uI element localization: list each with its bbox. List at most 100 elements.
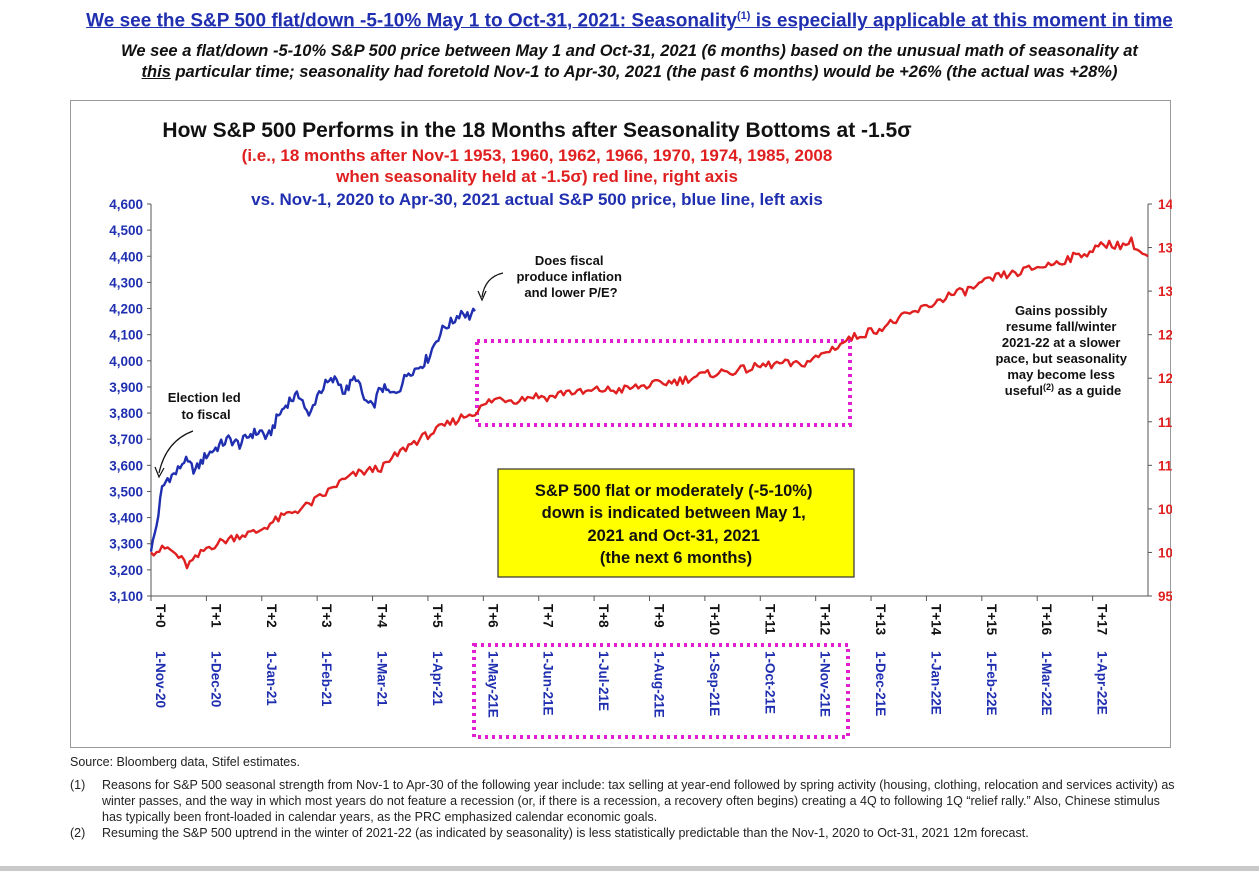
right-tick-label: 120 <box>1158 371 1172 386</box>
left-tick-label: 3,200 <box>109 563 143 578</box>
right-tick-label: 100 <box>1158 545 1172 560</box>
election-annotation-text: Election led to fiscal <box>168 390 245 422</box>
x-tick-label-t: T+2 <box>264 604 279 628</box>
yellow-callout-line: S&P 500 flat or moderately (-5-10%) <box>535 482 813 500</box>
x-tick-label-t: T+3 <box>319 604 334 628</box>
x-tick-label-t: T+16 <box>1039 604 1054 636</box>
gains-annotation-line: Gains possibly <box>1015 303 1108 318</box>
x-tick-label-date: 1-Dec-21E <box>873 651 888 716</box>
chart-subtitle-3: vs. Nov-1, 2020 to Apr-30, 2021 actual S… <box>251 190 823 209</box>
election-arrow <box>158 430 194 474</box>
chart-titles: How S&P 500 Performs in the 18 Months af… <box>162 119 911 209</box>
report-headline: We see the S&P 500 flat/down -5-10% May … <box>0 10 1259 32</box>
fiscal-arrow <box>481 272 504 298</box>
left-tick-label: 4,000 <box>109 354 143 369</box>
x-tick-label-t: T+0 <box>153 604 168 628</box>
yellow-callout-text: S&P 500 flat or moderately (-5-10%) down… <box>535 482 817 567</box>
seasonality-line <box>150 236 1149 570</box>
left-tick-label: 3,500 <box>109 484 143 499</box>
footnote-text: Resuming the S&P 500 uptrend in the wint… <box>102 826 1029 840</box>
left-axis-ticks: 3,100 3,200 3,300 3,400 3,500 3,600 3,700 3,800… <box>109 197 151 604</box>
left-tick-label: 4,600 <box>109 197 143 212</box>
headline-tail: is especially applicable at this moment … <box>750 10 1173 32</box>
right-tick-label: 115 <box>1158 415 1172 430</box>
fiscal-annotation: Does fiscal produce inflation and lower … <box>477 253 625 302</box>
subheadline-emphasis: this <box>141 63 171 81</box>
left-tick-label: 3,300 <box>109 537 143 552</box>
subheadline-rest: particular time; seasonality had foretol… <box>170 63 1118 81</box>
footnote-number: (2) <box>70 826 86 840</box>
gains-footnote-marker: (2) <box>1043 382 1054 392</box>
footnote-number: (1) <box>70 778 86 792</box>
footnote-text: Reasons for S&P 500 seasonal strength fr… <box>102 778 1175 824</box>
series-layer <box>149 236 1149 570</box>
left-tick-label: 3,700 <box>109 432 143 447</box>
x-tick-label-date: 1-Dec-20 <box>208 651 223 707</box>
x-tick-label-date: 1-Jan-21 <box>264 651 279 706</box>
x-tick-label-date: 1-Jul-21E <box>596 651 611 711</box>
page-bottom-rule <box>0 866 1259 871</box>
fiscal-annotation-line: and lower P/E? <box>524 285 617 300</box>
fiscal-annotation-line: produce inflation <box>516 269 622 284</box>
x-tick-label-date: 1-Feb-21 <box>319 651 334 707</box>
chart-subtitle-2: when seasonality held at -1.5σ) red line… <box>335 167 738 186</box>
gains-annotation-line: resume fall/winter <box>1006 319 1117 334</box>
x-tick-label-date: 1-Feb-22E <box>984 651 999 716</box>
x-tick-label-t: T+13 <box>873 604 888 636</box>
x-tick-label-date: 1-Aug-21E <box>652 651 667 718</box>
x-tick-label-t: T+6 <box>485 604 500 628</box>
fiscal-arrowhead <box>477 290 487 302</box>
x-tick-label-date: 1-Sep-21E <box>707 651 722 716</box>
fiscal-annotation-text: Does fiscal produce inflation and lower … <box>516 253 625 300</box>
x-tick-label-t: T+17 <box>1095 604 1110 635</box>
report-subheadline-line1: We see a flat/down -5-10% S&P 500 price … <box>121 42 1138 60</box>
right-tick-label: 95 <box>1158 589 1172 604</box>
x-tick-label-date: 1-Oct-21E <box>762 651 777 714</box>
right-tick-label: 110 <box>1158 458 1172 473</box>
left-tick-label: 4,400 <box>109 249 143 264</box>
footnote-1: (1) Reasons for S&P 500 seasonal strength… <box>70 777 1180 825</box>
right-tick-label: 135 <box>1158 241 1172 256</box>
forecast-window-highlight <box>475 339 852 427</box>
headline-footnote-marker: (1) <box>737 10 751 22</box>
x-tick-label-t: T+4 <box>375 604 390 628</box>
election-annotation: Election led to fiscal <box>154 390 245 479</box>
gains-annotation-line: may become less <box>1007 367 1115 382</box>
fiscal-annotation-line: Does fiscal <box>535 253 604 268</box>
x-tick-label-date: 1-Nov-21E <box>818 651 833 717</box>
chart-frame: How S&P 500 Performs in the 18 Months af… <box>70 100 1172 748</box>
left-tick-label: 4,100 <box>109 328 143 343</box>
x-tick-label-date: 1-May-21E <box>485 651 500 718</box>
footnote-2: (2) Resuming the S&P 500 uptrend in the w… <box>70 825 1180 841</box>
report-subheadline-line2: this particular time; seasonality had fo… <box>0 63 1259 82</box>
chart-subtitle-1: (i.e., 18 months after Nov-1 1953, 1960,… <box>242 146 833 165</box>
gains-annotation: Gains possibly resume fall/winter 2021-2… <box>995 303 1127 398</box>
chart-title: How S&P 500 Performs in the 18 Months af… <box>162 119 911 142</box>
election-annotation-line: Election led <box>168 390 241 405</box>
left-tick-label: 4,200 <box>109 302 143 317</box>
footnotes: Source: Bloomberg data, Stifel estimates… <box>70 755 1180 841</box>
x-tick-label-t: T+12 <box>818 604 833 635</box>
x-tick-label-date: 1-Jun-21E <box>541 651 556 716</box>
election-annotation-line: to fiscal <box>181 407 230 422</box>
x-tick-label-date: 1-Mar-22E <box>1039 651 1054 716</box>
gains-last-line: useful <box>1005 383 1043 398</box>
x-tick-label-date: 1-Nov-20 <box>153 651 168 708</box>
gains-annotation-line: 2021-22 at a slower <box>1002 335 1121 350</box>
right-tick-label: 140 <box>1158 197 1172 212</box>
election-arrowhead <box>154 466 165 479</box>
right-tick-label: 125 <box>1158 328 1172 343</box>
x-tick-label-t: T+7 <box>541 604 556 628</box>
x-tick-label-date: 1-Jan-22E <box>928 651 943 715</box>
yellow-callout-line: (the next 6 months) <box>600 549 752 567</box>
x-tick-label-t: T+5 <box>430 604 445 628</box>
left-tick-label: 3,900 <box>109 380 143 395</box>
yellow-callout-box <box>497 468 855 578</box>
gains-annotation-line: pace, but seasonality <box>995 351 1127 366</box>
left-tick-label: 3,600 <box>109 458 143 473</box>
x-tick-label-t: T+10 <box>707 604 722 635</box>
left-tick-label: 3,100 <box>109 589 143 604</box>
yellow-callout: S&P 500 flat or moderately (-5-10%) down… <box>497 468 855 578</box>
yellow-callout-line: down is indicated between May 1, <box>542 504 806 522</box>
x-tick-label-date: 1-Apr-21 <box>430 651 445 706</box>
